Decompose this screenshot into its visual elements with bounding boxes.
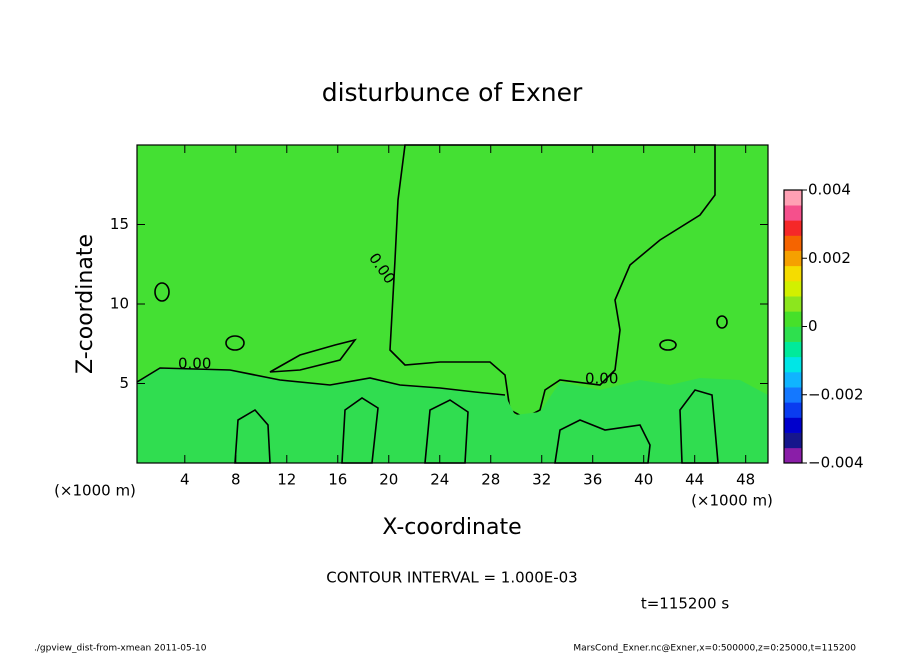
colorbar-band <box>784 326 802 342</box>
contour-line <box>716 315 728 329</box>
x-tick-label: 12 <box>277 471 296 489</box>
contour-label: 0.00 <box>585 370 618 388</box>
x-tick-label: 40 <box>634 471 653 489</box>
y-tick-label: 10 <box>110 295 129 313</box>
colorbar-band <box>784 265 802 282</box>
contour-line <box>269 338 357 373</box>
colorbar-tick-label: −0.004 <box>808 454 864 472</box>
colorbar-band <box>784 205 802 221</box>
colorbar-band <box>784 417 802 433</box>
colorbar-band <box>784 296 802 312</box>
x-tick-label: 20 <box>379 471 398 489</box>
contour-line <box>225 335 245 351</box>
contour-label: 0.00 <box>178 355 211 373</box>
colorbar-band <box>784 387 802 403</box>
x-tick-label: 32 <box>532 471 551 489</box>
colorbar-band <box>784 432 802 449</box>
colorbar-band <box>784 447 802 464</box>
footer-right: MarsCond_Exner.nc@Exner,x=0:500000,z=0:2… <box>573 644 856 654</box>
y-axis-label: Z-coordinate <box>73 234 98 374</box>
contour-line <box>554 419 651 464</box>
x-tick-label: 24 <box>430 471 449 489</box>
x-tick-label: 44 <box>685 471 704 489</box>
colorbar-band <box>784 281 802 297</box>
x-tick-label: 8 <box>231 471 241 489</box>
colorbar-tick-label: 0.004 <box>808 181 851 199</box>
contour-line <box>154 282 170 302</box>
colorbar-tick-label: 0.002 <box>808 249 851 267</box>
contour-interval: CONTOUR INTERVAL = 1.000E-03 <box>326 569 577 587</box>
colorbar-band <box>784 356 802 373</box>
colorbar-band <box>784 235 802 251</box>
colorbar-band <box>784 372 802 388</box>
contour-line <box>659 339 677 351</box>
field <box>136 144 768 464</box>
chart-title: disturbunce of Exner <box>322 78 583 107</box>
colorbar-band <box>784 402 802 418</box>
colorbar-tick-label: 0 <box>808 317 818 335</box>
y-unit: (×1000 m) <box>691 492 773 510</box>
time-label: t=115200 s <box>641 595 729 613</box>
contour-line <box>136 367 506 396</box>
footer-left: ./gpview_dist-from-xmean 2011-05-10 <box>34 644 207 654</box>
colorbar-band <box>784 341 802 358</box>
x-axis-label: X-coordinate <box>382 515 521 540</box>
colorbar-tick-label: −0.002 <box>808 385 864 403</box>
field-negative <box>137 368 768 463</box>
colorbar-band <box>784 190 802 206</box>
colorbar-band <box>784 250 802 267</box>
y-tick-label: 5 <box>119 374 129 392</box>
x-tick-label: 16 <box>328 471 347 489</box>
x-tick-label: 48 <box>736 471 755 489</box>
colorbar-band <box>784 220 802 236</box>
x-tick-label: 4 <box>180 471 190 489</box>
x-unit: (×1000 m) <box>54 482 136 500</box>
x-tick-label: 28 <box>481 471 500 489</box>
x-tick-label: 36 <box>583 471 602 489</box>
field-negative <box>389 144 716 419</box>
colorbar-band <box>784 311 802 327</box>
y-tick-label: 15 <box>110 215 129 233</box>
